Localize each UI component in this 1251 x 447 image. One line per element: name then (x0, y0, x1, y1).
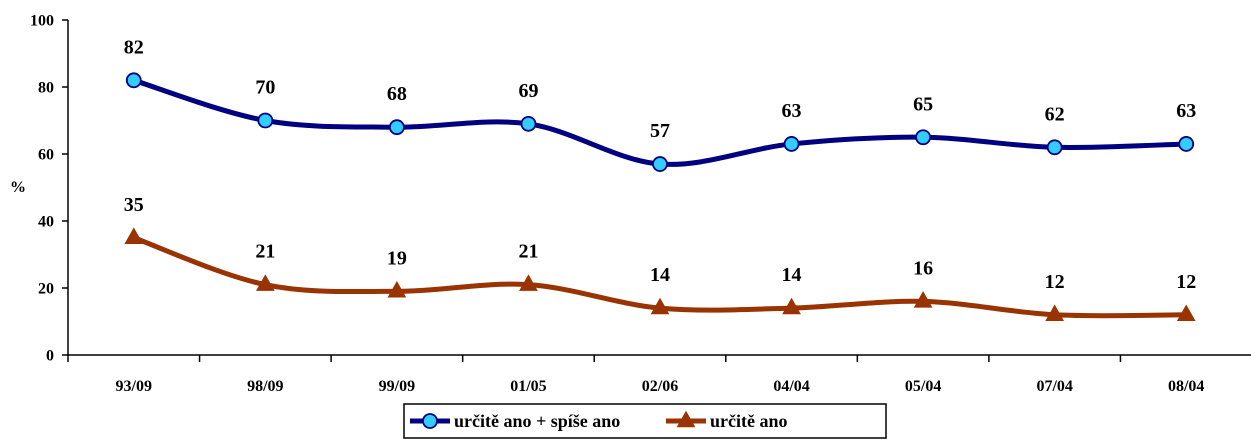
data-point (913, 291, 933, 308)
y-tick-label: 0 (46, 348, 54, 365)
legend: určitě ano + spíše ano určitě ano (403, 403, 887, 439)
x-tick-label: 05/04 (905, 378, 941, 395)
data-label: 12 (1045, 271, 1065, 293)
y-tick-label: 100 (30, 13, 54, 30)
data-point (387, 281, 407, 298)
data-point (519, 274, 538, 291)
legend-marker (676, 410, 696, 428)
series-layer (124, 72, 1196, 321)
legend-label: určitě ano (710, 411, 787, 431)
x-tick-label: 93/09 (116, 378, 152, 395)
data-label: 82 (124, 36, 144, 58)
data-point (1178, 136, 1195, 152)
data-label: 65 (913, 93, 933, 115)
legend-marker (422, 413, 438, 429)
y-tick-label: 20 (38, 281, 54, 298)
data-point (652, 156, 668, 172)
x-tick-label: 98/09 (247, 378, 283, 395)
data-label: 69 (518, 80, 538, 102)
x-tick-label: 01/05 (510, 378, 546, 395)
x-tick-label: 07/04 (1036, 378, 1072, 395)
y-tick-label: 60 (38, 147, 54, 164)
data-point (520, 115, 537, 132)
data-point (1045, 304, 1065, 321)
data-point (1046, 139, 1063, 156)
y-tick-label: 40 (38, 214, 54, 231)
data-labels: 82 70 68 69 57 63 65 62 63 35 21 19 21 14 14 16 12 12 (124, 36, 1196, 293)
data-label: 16 (913, 257, 933, 279)
data-label: 68 (387, 83, 407, 105)
data-label: 70 (255, 77, 275, 99)
data-point (257, 112, 274, 129)
data-point (783, 136, 800, 152)
data-point (124, 227, 144, 244)
data-label: 63 (1176, 100, 1196, 122)
data-label: 14 (650, 264, 670, 286)
data-label: 19 (387, 247, 407, 269)
legend-label: určitě ano + spíše ano (454, 411, 620, 431)
series-1 (125, 72, 1195, 172)
data-label: 21 (518, 241, 538, 263)
legend-entry-2: určitě ano (666, 410, 787, 431)
x-tick-label: 08/04 (1168, 378, 1204, 395)
data-point (1176, 304, 1196, 321)
data-label: 35 (124, 194, 144, 216)
y-tick-label: 80 (38, 80, 54, 97)
data-label: 62 (1045, 103, 1065, 125)
y-axis-title: % (10, 179, 26, 196)
data-point (782, 297, 801, 315)
data-label: 57 (650, 120, 670, 142)
x-tick-label: 04/04 (773, 378, 809, 395)
data-point (255, 274, 275, 291)
data-point (650, 297, 670, 315)
series-2 (124, 227, 1196, 321)
x-tick-label: 99/09 (379, 378, 415, 395)
data-point (125, 72, 142, 89)
x-tick-label: 02/06 (642, 378, 678, 395)
data-point (388, 119, 405, 136)
axes: 0 20 40 60 80 100% 93/09 98/09 99/09 01/05 02/06 04… (10, 13, 1251, 395)
legend-box (403, 403, 887, 439)
legend-entry-1: určitě ano + spíše ano (410, 411, 620, 431)
data-label: 63 (782, 100, 802, 122)
data-point (915, 129, 932, 146)
data-label: 12 (1176, 271, 1196, 293)
data-label: 14 (782, 264, 802, 286)
data-label: 21 (255, 241, 275, 263)
